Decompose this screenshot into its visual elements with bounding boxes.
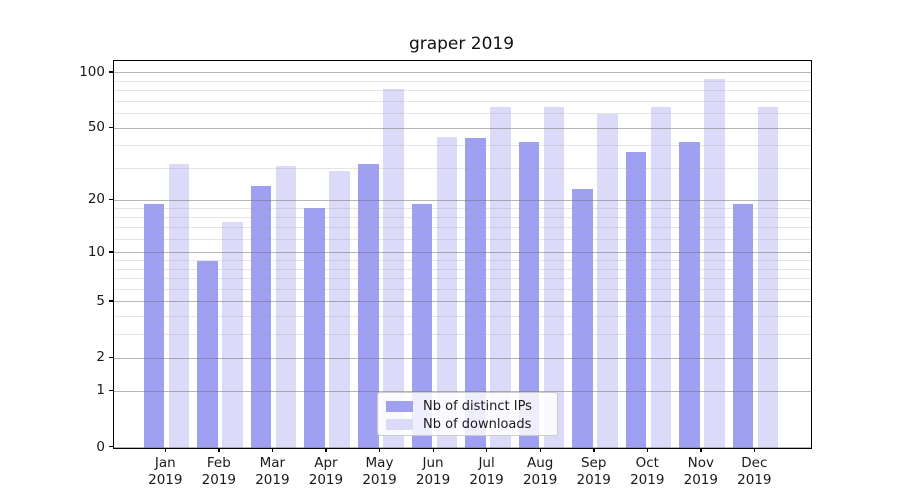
x-tick-mark [218,448,220,452]
legend-item: Nb of downloads [386,416,549,433]
y-tick-label: 1 [96,382,105,399]
x-tick-mark [379,448,381,452]
bar-distinct-ips-nov [679,142,700,448]
x-tick-label: Dec 2019 [737,455,772,488]
minor-gridline [114,168,811,170]
bar-downloads-jun [436,136,458,448]
y-tick-mark [109,389,113,392]
minor-gridline [114,216,811,218]
legend-swatch [386,401,413,412]
x-tick-mark [271,448,274,452]
x-tick-label: Mar 2019 [255,455,290,488]
major-gridline [114,127,811,129]
minor-gridline [114,260,811,261]
bar-distinct-ips-oct [625,152,647,448]
minor-gridline [114,316,811,318]
bar-downloads-oct [650,107,672,448]
x-tick-mark [164,448,167,452]
bar-distinct-ips-aug [518,142,540,448]
y-tick-mark [109,251,113,253]
y-tick-label: 100 [79,63,105,80]
bar-distinct-ips-jun [411,204,433,448]
x-tick-mark [593,448,595,452]
major-gridline [114,199,811,201]
x-tick-mark [539,448,542,452]
minor-gridline [114,100,811,102]
y-tick-mark [109,126,113,129]
x-tick-mark [700,448,702,452]
minor-gridline [114,288,811,290]
minor-gridline [114,207,811,209]
legend-label: Nb of downloads [423,417,532,432]
y-tick-label: 50 [87,119,105,136]
y-tick-label: 0 [96,438,105,455]
bar-distinct-ips-jul [465,138,486,448]
major-gridline [114,301,811,303]
legend-label: Nb of distinct IPs [423,399,532,414]
bar-distinct-ips-apr [304,208,325,448]
y-tick-label: 2 [96,349,105,366]
x-tick-label: Jul 2019 [469,455,504,488]
x-tick-label: Feb 2019 [201,455,237,488]
bar-downloads-jan [168,163,190,448]
y-tick-mark [109,198,113,201]
x-tick-mark [325,448,327,452]
x-tick-label: Sep 2019 [576,455,611,488]
bar-downloads-jul [490,107,511,448]
minor-gridline [114,90,811,92]
minor-gridline [114,238,811,240]
x-tick-mark [646,448,649,452]
bar-distinct-ips-jan [143,204,165,448]
bar-distinct-ips-sep [572,189,593,448]
y-tick-mark [109,300,113,302]
gridlines-layer [114,61,811,448]
bar-downloads-apr [329,171,350,448]
y-tick-label: 10 [87,243,105,260]
minor-gridline [114,268,811,270]
x-tick-label: Apr 2019 [308,455,344,488]
major-gridline [114,447,811,448]
bar-downloads-nov [704,79,725,448]
bar-distinct-ips-dec [732,204,754,448]
x-tick-label: Oct 2019 [630,455,665,488]
x-tick-mark [432,448,434,452]
plot-area [113,60,812,449]
major-gridline [114,72,811,74]
major-gridline [114,252,811,254]
minor-gridline [114,113,811,115]
y-tick-mark [109,356,113,359]
bar-distinct-ips-may [358,163,379,448]
bar-downloads-sep [597,113,618,448]
legend-swatch [386,419,413,430]
bar-downloads-dec [757,107,779,448]
x-tick-label: May 2019 [362,455,397,488]
minor-gridline [114,334,811,336]
minor-gridline [114,278,811,280]
minor-gridline [114,80,811,82]
bar-distinct-ips-feb [197,260,218,448]
bar-distinct-ips-mar [250,186,272,448]
chart-title: graper 2019 [408,34,515,54]
legend: Nb of distinct IPs Nb of downloads [377,392,558,436]
x-tick-label: Jun 2019 [415,455,451,488]
minor-gridline [114,145,811,147]
x-tick-label: Aug 2019 [522,455,558,488]
x-tick-mark [753,448,756,452]
y-tick-mark [109,446,113,448]
y-tick-label: 20 [87,191,105,208]
y-tick-mark [109,71,113,73]
x-tick-label: Nov 2019 [683,455,718,488]
bar-downloads-mar [275,166,297,448]
major-gridline [114,357,811,359]
bar-downloads-aug [543,107,565,448]
minor-gridline [114,227,811,229]
x-tick-mark [486,448,488,452]
legend-item: Nb of distinct IPs [386,398,549,415]
y-tick-label: 5 [96,292,105,309]
x-tick-label: Jan 2019 [148,455,183,488]
major-gridline [114,390,811,392]
